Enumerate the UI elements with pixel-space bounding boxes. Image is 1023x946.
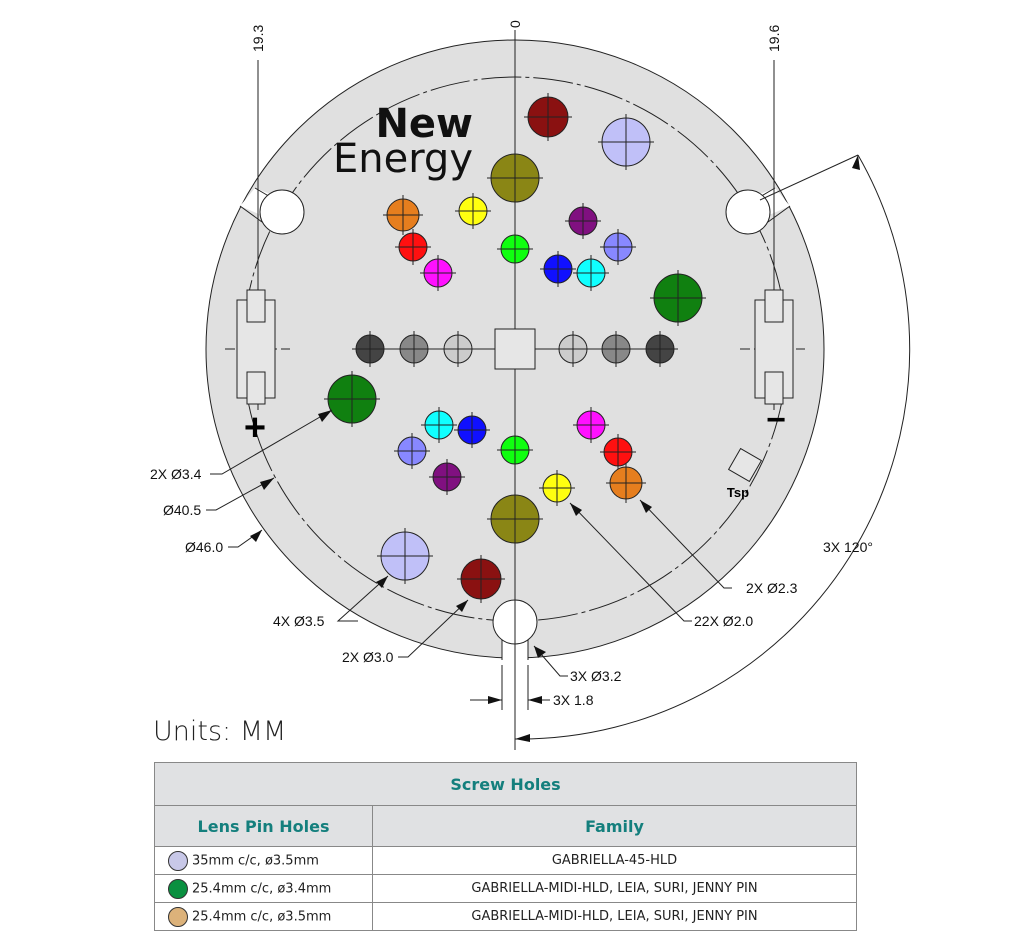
family: GABRIELLA-45-HLD [372,846,857,875]
dim-0: 0 [507,20,523,28]
spec: 35mm c/c, ø3.5mm [192,853,319,868]
dim-2x-3-4: 2X Ø3.4 [150,466,202,482]
crosshair-icon [487,150,543,206]
leader-lines [206,154,911,740]
crosshair-icon [573,407,609,443]
crosshair-icon [420,255,456,291]
crosshair-icon [573,255,609,291]
crosshair-icon [565,203,601,239]
crosshair-icon [457,555,505,603]
crosshair-icon [421,407,457,443]
crosshair-icon [598,114,654,170]
holes [324,93,706,603]
header-lens-pin-holes: Lens Pin Holes [154,805,373,847]
crosshair-icon [396,331,432,367]
swatch-icon [168,850,188,871]
crosshair-icon [383,195,423,235]
crosshair-icon [394,433,430,469]
crosshair-icon [600,229,636,265]
crosshair-icon [377,528,433,584]
logo-new: New [375,101,473,147]
dim-4x-3-5: 4X Ø3.5 [273,613,325,629]
crosshair-icon [598,331,634,367]
crosshair-icon [440,331,476,367]
screw-holes-table: Screw Holes Lens Pin Holes Family 35mm c/… [154,762,857,931]
dim-19-3: 19.3 [250,25,266,52]
crosshair-icon [324,371,380,427]
crosshair-icon [487,491,543,547]
crosshair-icon [455,193,491,229]
crosshair-icon [555,331,591,367]
crosshair-icon [524,93,572,141]
tsp-marking: Tsp [727,485,749,500]
swatch-icon [168,906,188,927]
minus-marking: − [766,401,786,439]
crosshair-icon [352,331,388,367]
dim-angle-120: 3X 120° [823,539,873,555]
crosshair-icon [540,251,576,287]
crosshair-icon [454,412,490,448]
family: GABRIELLA-MIDI-HLD, LEIA, SURI, JENNY PI… [372,902,857,931]
swatch-icon [168,878,188,899]
crosshair-icon [606,463,646,503]
table-row: 35mm c/c, ø3.5mm GABRIELLA-45-HLD [154,846,857,875]
crosshair-icon [600,434,636,470]
spec: 25.4mm c/c, ø3.5mm [192,909,332,924]
crosshair-icon [497,231,533,267]
dim-22x-2-0: 22X Ø2.0 [694,613,753,629]
crosshair-icon [539,470,575,506]
arrowheads [250,155,860,742]
table-row: 25.4mm c/c, ø3.4mm GABRIELLA-MIDI-HLD, LE… [154,874,857,903]
crosshair-icon [395,229,431,265]
table-title: Screw Holes [154,762,857,806]
crosshair-icon [497,432,533,468]
header-family: Family [372,805,857,847]
connector-pads [236,289,794,483]
dim-3x-3-2: 3X Ø3.2 [570,668,622,684]
dim-2x-2-3: 2X Ø2.3 [746,580,798,596]
plus-marking: + [244,407,266,449]
dim-19-6: 19.6 [766,25,782,52]
dim-46-0: Ø46.0 [185,539,223,555]
crosshair-icon [650,270,706,326]
spec: 25.4mm c/c, ø3.4mm [192,881,332,896]
dim-2x-3-0: 2X Ø3.0 [342,649,394,665]
units-label: Units: MM [153,716,287,747]
logo-energy: Energy [333,136,473,182]
dim-3x-1-8: 3X 1.8 [553,692,594,708]
family: GABRIELLA-MIDI-HLD, LEIA, SURI, JENNY PI… [372,874,857,903]
crosshair-icon [642,331,678,367]
dim-40-5: Ø40.5 [163,502,201,518]
crosshair-icon [429,459,465,495]
table-row: 25.4mm c/c, ø3.5mm GABRIELLA-MIDI-HLD, LE… [154,902,857,931]
